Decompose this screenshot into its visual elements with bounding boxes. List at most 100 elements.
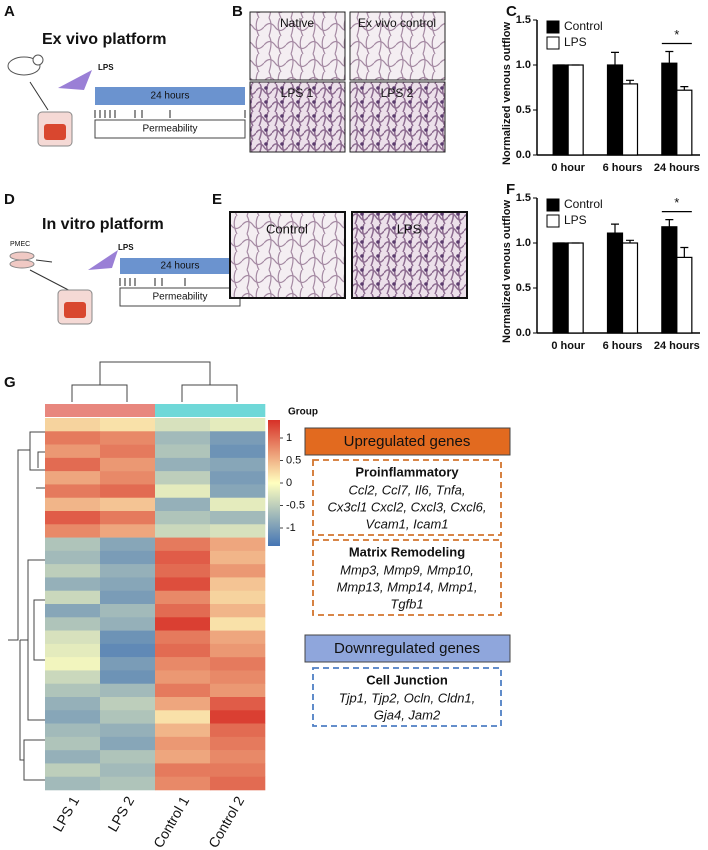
heatmap-cell (100, 604, 156, 618)
heatmap-cell (155, 604, 211, 618)
heatmap: LPS 1 LPS 2 Control 1 Control 2 1 0.5 0 -0.5 -1 (45, 404, 305, 850)
gene-group-title: Proinflammatory (355, 464, 459, 479)
panel-label: C (506, 3, 517, 20)
gene-box (312, 459, 502, 536)
x-tick-label: 6 hours (603, 340, 643, 352)
column-label: Control 2 (205, 793, 247, 850)
dendrogram (8, 361, 238, 781)
heatmap-cell (210, 750, 266, 764)
sample-ticks (94, 110, 246, 118)
heatmap-cell (45, 617, 101, 631)
category-header-label: Upregulated genes (344, 433, 471, 450)
x-tick-label: 0 hour (551, 340, 585, 352)
heatmap-cell (100, 750, 156, 764)
heatmap-cell (155, 431, 211, 445)
heatmap-cell (210, 511, 266, 525)
heatmap-cell (210, 550, 266, 565)
panel-title: In vitro platform (42, 216, 164, 233)
gene-box (312, 539, 502, 616)
bar (552, 64, 569, 156)
y-tick-label: 1.5 (516, 14, 531, 26)
gene-list: Mmp13, Mmp14, Mmp1, (337, 579, 478, 594)
stimulus-label: LPS (118, 243, 134, 252)
heatmap-cell (155, 471, 211, 485)
readout-label: Permeability (152, 292, 207, 303)
y-tick-label: 0.0 (516, 327, 531, 339)
heatmap-cell (45, 444, 101, 459)
heatmap-cell (210, 763, 266, 778)
heatmap-cell (210, 524, 266, 538)
image-label: LPS 1 (281, 86, 314, 100)
heatmap-cell (45, 763, 101, 778)
heatmap-cell (155, 736, 211, 751)
heatmap-cell (155, 457, 211, 472)
heatmap-cell (210, 736, 266, 751)
heatmap-cell (45, 670, 101, 685)
gene-group-title: Cell Junction (366, 672, 448, 687)
heatmap-cell (210, 710, 266, 724)
group-bar (45, 404, 101, 417)
legend-label: Control (564, 197, 603, 211)
heatmap-cell (210, 657, 266, 671)
heatmap-cell (45, 723, 101, 738)
heatmap-cell (45, 577, 101, 592)
y-tick-label: 0.5 (516, 282, 531, 294)
heatmap-cell (100, 697, 156, 711)
error-bar (680, 246, 689, 258)
gene-list: Tgfb1 (390, 596, 423, 611)
timeline-bar (120, 258, 240, 274)
heatmap-cell (155, 750, 211, 764)
heatmap-cell (155, 577, 211, 592)
heatmap-cell (45, 550, 101, 565)
heatmap-cell (100, 418, 156, 432)
heatmap-cell (155, 444, 211, 459)
heatmap-cell (155, 776, 211, 791)
y-axis-label: Normalized venous outflow (501, 22, 513, 165)
micrograph (349, 81, 446, 153)
y-tick-label: 1.5 (516, 192, 531, 204)
readout-box (94, 119, 246, 139)
heatmap-cell (45, 537, 101, 552)
stimulus-label: LPS (98, 63, 114, 72)
heatmap-cell (155, 418, 211, 432)
gene-list: Cx3cl1 Cxcl2, Cxcl3, Cxcl6, (328, 499, 487, 514)
heatmap-cell (210, 471, 266, 485)
heatmap-cell (100, 736, 156, 751)
bar (606, 64, 624, 156)
heatmap-cell (210, 697, 266, 711)
heatmap-cell (100, 497, 156, 512)
error-bar (680, 86, 689, 91)
heatmap-cell (100, 431, 156, 445)
panel-label: D (4, 191, 15, 208)
heatmap-cell (210, 418, 266, 432)
heatmap-cell (155, 723, 211, 738)
colorbar-tick-label: 0.5 (286, 454, 301, 466)
panel-label: A (4, 3, 15, 20)
micrograph (249, 11, 346, 81)
heatmap-cell (100, 577, 156, 592)
heatmap-cell (45, 710, 101, 724)
heatmap-cell (210, 564, 266, 578)
significance-label: * (674, 27, 679, 42)
image-label: Native (280, 16, 314, 30)
heatmap-cell (210, 604, 266, 618)
panel-title: Ex vivo platform (42, 31, 166, 48)
heatmap-cell (155, 564, 211, 578)
heatmap-cell (45, 590, 101, 605)
legend-swatch (546, 36, 560, 50)
micrograph (229, 211, 346, 299)
y-tick-label: 1.0 (516, 237, 531, 249)
bar (621, 242, 639, 334)
group-bar (100, 404, 156, 417)
legend-label: LPS (564, 35, 587, 49)
image-label: Control (266, 221, 308, 236)
heatmap-cell (100, 683, 156, 698)
heatmap-cell (45, 431, 101, 445)
gene-list: Tjp1, Tjp2, Ocln, Cldn1, (339, 690, 476, 705)
category-header (304, 427, 511, 456)
heatmap-cell (45, 776, 101, 791)
timeline-bar (95, 87, 245, 105)
error-bar (626, 79, 634, 84)
heatmap-cell (45, 524, 101, 538)
